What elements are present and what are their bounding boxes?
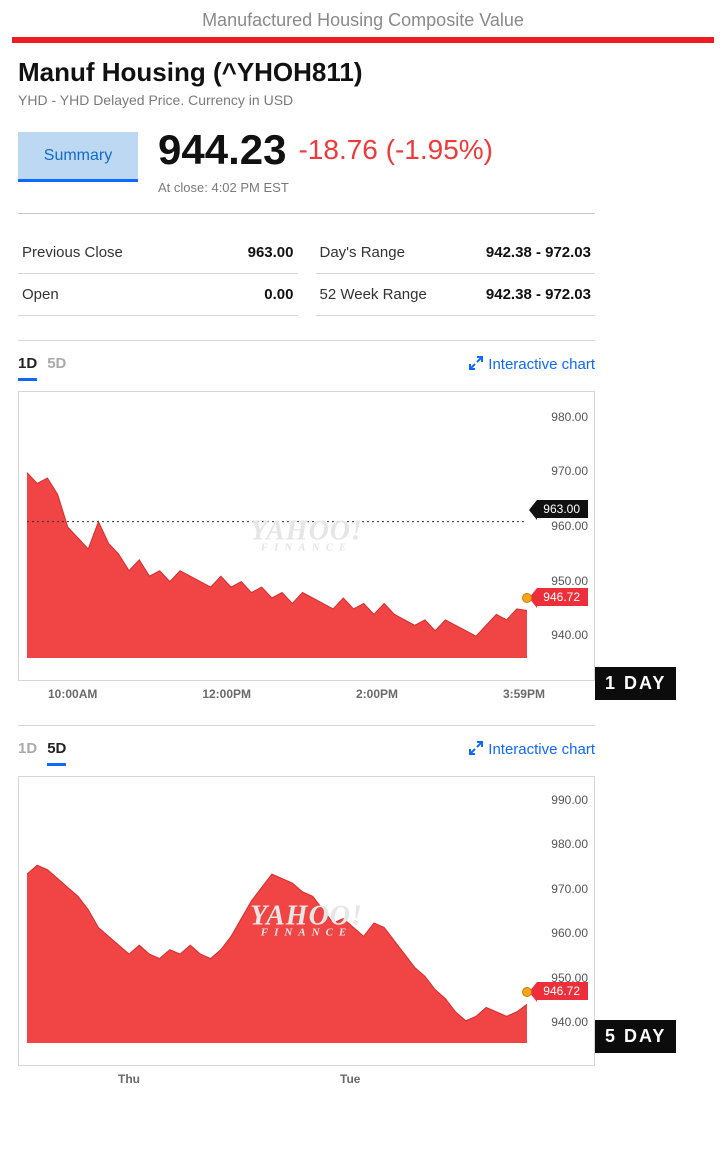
x-tick: 2:00PM — [356, 687, 398, 701]
chart-1d: 1D5D Interactive chartYAHOO!FINANCE940.0… — [18, 340, 595, 701]
last-price: 944.23 — [158, 126, 286, 174]
y-tick: 980.00 — [551, 837, 588, 851]
y-axis: 940.00 950.00 960.00 970.00 980.00 — [533, 406, 588, 648]
y-tick: 940.00 — [551, 1015, 588, 1029]
x-tick: 12:00PM — [202, 687, 251, 701]
stat-label: 52 Week Range — [316, 274, 457, 316]
tab-summary[interactable]: Summary — [18, 132, 138, 182]
table-row: Day's Range942.38 - 972.03 — [316, 232, 596, 274]
range-tab-5d[interactable]: 5D — [47, 349, 66, 378]
accent-bar — [12, 37, 714, 43]
page-title: Manufactured Housing Composite Value — [0, 0, 726, 37]
symbol-name: Manuf Housing (^YHOH811) — [18, 57, 595, 88]
range-tab-5d[interactable]: 5D — [47, 734, 66, 766]
stat-value: 942.38 - 972.03 — [457, 232, 595, 274]
chart-box[interactable]: YAHOO!FINANCE940.00950.00960.00970.00980… — [18, 391, 595, 681]
x-tick: Tue — [340, 1072, 360, 1086]
y-tick: 970.00 — [551, 882, 588, 896]
stat-label: Open — [18, 274, 205, 316]
close-time: At close: 4:02 PM EST — [158, 180, 493, 195]
y-tick: 970.00 — [551, 464, 588, 478]
table-row: Open0.00 — [18, 274, 298, 316]
stats-block: Previous Close963.00 Open0.00 Day's Rang… — [18, 232, 595, 316]
stat-label: Day's Range — [316, 232, 457, 274]
table-row: Previous Close963.00 — [18, 232, 298, 274]
interactive-chart-link[interactable]: Interactive chart — [468, 734, 595, 758]
current-price-flag: 946.72 — [537, 588, 588, 606]
expand-icon — [468, 355, 484, 371]
y-tick: 960.00 — [551, 519, 588, 533]
stats-right: Day's Range942.38 - 972.03 52 Week Range… — [316, 232, 596, 316]
x-axis: 10:00AM 12:00PM 2:00PM 3:59PM — [18, 681, 595, 701]
y-tick: 960.00 — [551, 926, 588, 940]
charts-host: 1D5D Interactive chartYAHOO!FINANCE940.0… — [18, 340, 595, 1086]
stat-value: 0.00 — [205, 274, 298, 316]
y-tick: 950.00 — [551, 574, 588, 588]
y-tick: 940.00 — [551, 628, 588, 642]
stats-left: Previous Close963.00 Open0.00 — [18, 232, 298, 316]
badge-5day: 5 DAY — [595, 1020, 676, 1053]
interactive-chart-link[interactable]: Interactive chart — [468, 349, 595, 373]
chart-box[interactable]: YAHOO!FINANCE940.00950.00960.00970.00980… — [18, 776, 595, 1066]
side-column: 1 DAY 5 DAY — [595, 57, 705, 1053]
stat-value: 942.38 - 972.03 — [457, 274, 595, 316]
price-change: -18.76 (-1.95%) — [298, 134, 493, 166]
badge-1day: 1 DAY — [595, 667, 676, 700]
symbol-subtitle: YHD - YHD Delayed Price. Currency in USD — [18, 92, 595, 108]
stat-value: 963.00 — [205, 232, 298, 274]
chart-5d: 1D5D Interactive chartYAHOO!FINANCE940.0… — [18, 725, 595, 1086]
quote-row: Summary 944.23 -18.76 (-1.95%) At close:… — [18, 126, 595, 195]
x-tick: 3:59PM — [503, 687, 545, 701]
y-tick: 990.00 — [551, 793, 588, 807]
chart-svg — [19, 789, 594, 1059]
range-tab-1d[interactable]: 1D — [18, 734, 37, 763]
range-tab-1d[interactable]: 1D — [18, 349, 37, 381]
x-tick: Thu — [118, 1072, 140, 1086]
chart-svg — [19, 404, 594, 674]
stat-label: Previous Close — [18, 232, 205, 274]
divider — [18, 213, 595, 214]
expand-icon — [468, 740, 484, 756]
x-tick: 10:00AM — [48, 687, 97, 701]
main-column: Manuf Housing (^YHOH811) YHD - YHD Delay… — [0, 57, 595, 1086]
x-axis: Thu Tue — [18, 1066, 595, 1086]
table-row: 52 Week Range942.38 - 972.03 — [316, 274, 596, 316]
current-price-flag: 946.72 — [537, 982, 588, 1000]
prev-close-flag: 963.00 — [537, 500, 588, 518]
y-tick: 980.00 — [551, 410, 588, 424]
